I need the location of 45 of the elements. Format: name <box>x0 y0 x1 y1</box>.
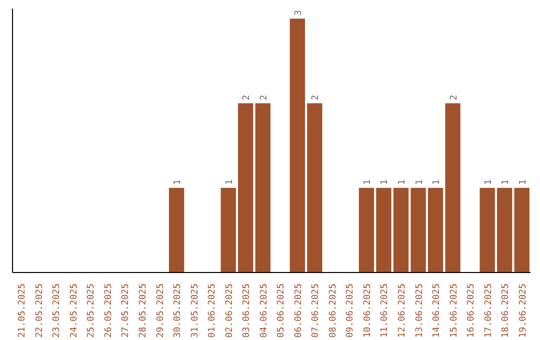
data-label: 2 <box>311 94 322 100</box>
x-tick-label: 22.05.2025 <box>34 283 45 338</box>
x-tick-label: 27.05.2025 <box>121 283 132 338</box>
data-label: 1 <box>362 179 373 185</box>
data-label: 1 <box>414 179 425 185</box>
x-tick-label: 29.05.2025 <box>156 283 166 338</box>
x-tick-label: 10.06.2025 <box>362 283 373 338</box>
x-tick-label: 23.05.2025 <box>52 283 62 338</box>
x-tick-label: 17.06.2025 <box>484 283 494 338</box>
x-tick-label: 02.06.2025 <box>224 283 235 338</box>
x-tick-label: 01.06.2025 <box>208 283 218 338</box>
data-label: 2 <box>242 94 252 100</box>
data-label: 2 <box>259 94 270 100</box>
x-tick-label: 08.06.2025 <box>328 283 338 338</box>
data-label: 1 <box>501 179 512 185</box>
x-tick-label: 11.06.2025 <box>380 283 390 338</box>
x-tick-label: 25.05.2025 <box>86 283 97 338</box>
data-label: 1 <box>173 179 184 185</box>
x-tick-label: 18.06.2025 <box>501 283 512 338</box>
x-tick-label: 07.06.2025 <box>311 283 322 338</box>
x-tick-label: 31.05.2025 <box>190 283 200 338</box>
data-label: 1 <box>484 179 494 185</box>
data-label: 1 <box>432 179 442 185</box>
x-tick-label: 16.06.2025 <box>466 283 477 338</box>
x-tick-label: 05.06.2025 <box>276 283 287 338</box>
x-tick-label: 26.05.2025 <box>104 283 114 338</box>
data-label: 1 <box>380 179 390 185</box>
data-label: 1 <box>224 179 235 185</box>
data-label: 1 <box>398 179 408 185</box>
x-tick-label: 28.05.2025 <box>138 283 148 338</box>
data-label: 1 <box>518 179 528 185</box>
x-tick-label: 15.06.2025 <box>449 283 460 338</box>
data-label: 3 <box>294 10 304 16</box>
x-tick-label: 24.05.2025 <box>69 283 80 338</box>
x-tick-label: 30.05.2025 <box>173 283 184 338</box>
x-tick-label: 21.05.2025 <box>18 283 28 338</box>
x-tick-label: 09.06.2025 <box>346 283 356 338</box>
x-tick-label: 03.06.2025 <box>242 283 252 338</box>
x-tick-label: 13.06.2025 <box>414 283 425 338</box>
x-tick-label: 14.06.2025 <box>432 283 442 338</box>
x-tick-label: 12.06.2025 <box>398 283 408 338</box>
x-tick-label: 06.06.2025 <box>294 283 304 338</box>
x-tick-label: 04.06.2025 <box>259 283 270 338</box>
data-label: 2 <box>449 94 460 100</box>
x-tick-label: 19.06.2025 <box>518 283 528 338</box>
